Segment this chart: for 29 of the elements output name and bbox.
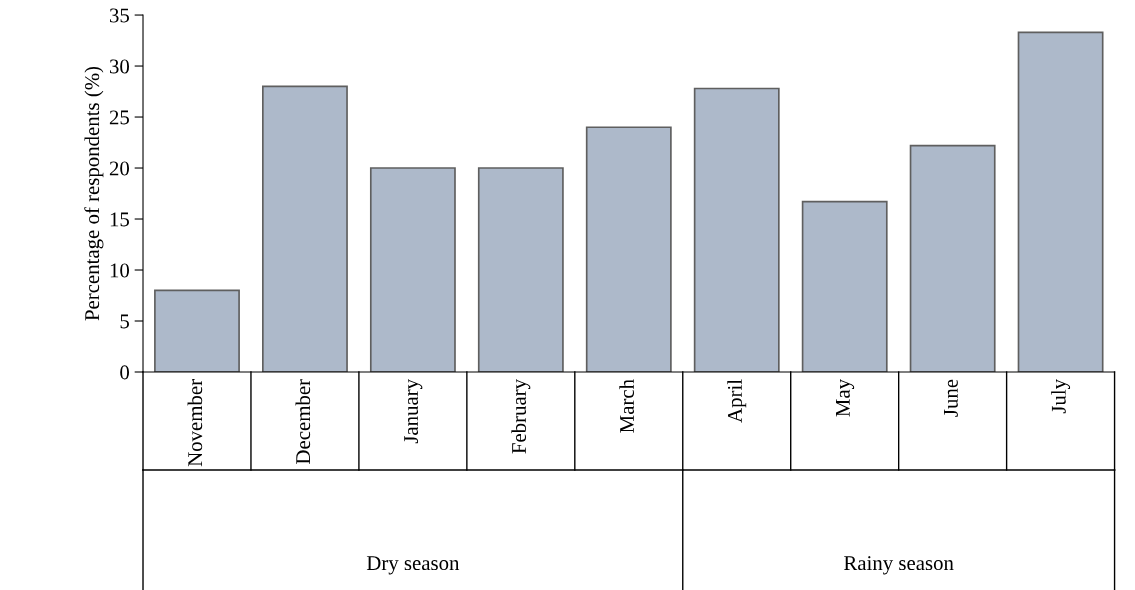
y-axis-title: Percentage of respondents (%) xyxy=(84,66,104,321)
bar xyxy=(1017,31,1104,372)
x-tick-label: July xyxy=(1051,379,1071,414)
text: Rainy season xyxy=(844,556,954,575)
x-tick-label: January xyxy=(404,379,423,444)
bar xyxy=(693,87,780,372)
y-tick-label: 35 xyxy=(109,8,129,23)
x-tick-label: April xyxy=(727,379,747,423)
x-tick-label: June xyxy=(944,379,958,417)
x-tick-label: February xyxy=(511,379,531,454)
bar xyxy=(801,200,888,372)
x-tick-label: December xyxy=(295,379,311,464)
y-tick-label: 5 xyxy=(120,314,129,329)
bar xyxy=(909,144,996,372)
bar xyxy=(477,167,564,372)
bar xyxy=(585,126,672,372)
bar xyxy=(262,85,348,372)
x-tick-label: November xyxy=(187,379,203,467)
x-tick-label: May xyxy=(836,379,855,417)
y-tick-label: 15 xyxy=(110,212,129,227)
y-tick-label: 25 xyxy=(109,110,129,125)
bar xyxy=(154,289,240,372)
y-tick-label: 20 xyxy=(109,161,130,176)
text: Dry season xyxy=(366,556,460,575)
y-tick-label: 0 xyxy=(120,365,130,380)
bar xyxy=(369,167,456,372)
y-tick-label: 10 xyxy=(110,263,130,278)
y-tick-label: 30 xyxy=(109,59,130,74)
x-tick-label: March xyxy=(619,379,634,433)
